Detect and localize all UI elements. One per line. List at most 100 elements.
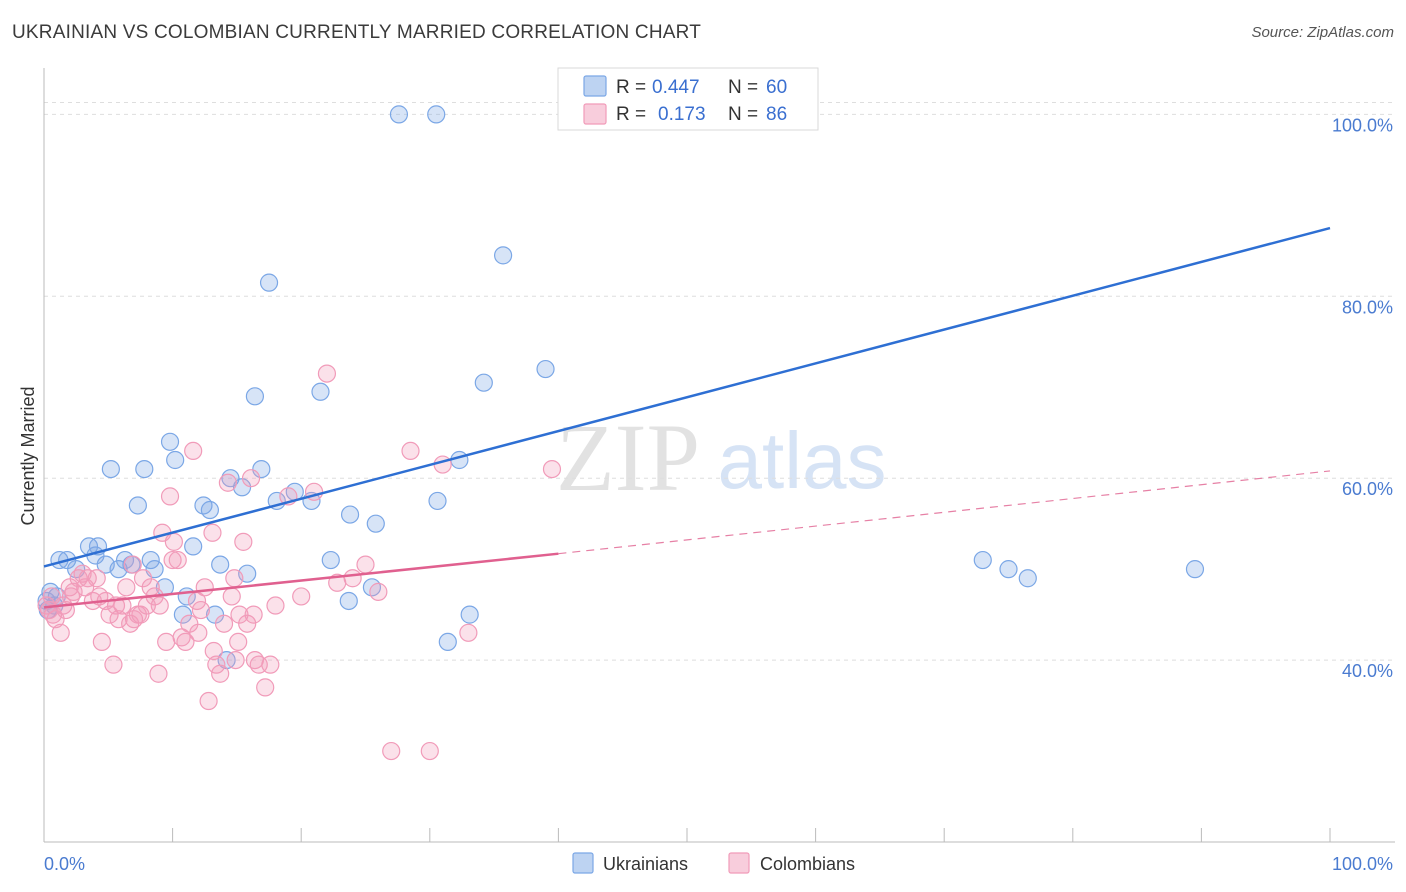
y-tick-label-1: 60.0% — [1342, 479, 1393, 499]
point-colombians-83 — [43, 605, 63, 624]
point-colombians-29 — [157, 632, 176, 652]
point-colombians-55 — [261, 655, 280, 674]
x-tick-label-max: 100.0% — [1332, 854, 1393, 874]
point-colombians-38 — [191, 600, 210, 620]
point-colombians-78 — [244, 605, 263, 624]
point-colombians-49 — [234, 532, 253, 551]
point-ukrainians-23 — [184, 537, 203, 556]
point-ukrainians-51 — [494, 246, 513, 265]
point-colombians-71 — [131, 605, 150, 624]
point-colombians-77 — [229, 632, 248, 652]
point-colombians-64 — [433, 455, 452, 474]
trend-line-dashed-colombians — [558, 470, 1331, 555]
point-colombians-45 — [218, 473, 237, 492]
point-ukrainians-50 — [474, 373, 493, 392]
point-colombians-32 — [168, 550, 187, 570]
legend-n-label-colombians: N = — [728, 104, 758, 125]
point-colombians-72 — [150, 596, 169, 615]
point-colombians-70 — [123, 555, 142, 574]
bottom-legend-label-ukrainians: Ukrainians — [603, 854, 688, 874]
point-ukrainians-33 — [252, 459, 271, 479]
watermark-atlas: atlas — [718, 416, 887, 505]
point-colombians-82 — [369, 582, 388, 601]
point-colombians-80 — [292, 587, 311, 606]
legend-r-value-ukrainians: 0.447 — [652, 77, 700, 98]
point-colombians-62 — [401, 441, 420, 461]
point-colombians-61 — [382, 741, 401, 761]
trend-lines — [43, 226, 1331, 609]
point-ukrainians-55 — [1018, 569, 1037, 588]
bottom-legend-swatch-colombians — [728, 852, 750, 874]
watermark-zip: ZIP — [556, 404, 700, 511]
trend-line-ukrainians — [43, 226, 1331, 568]
x-tick-labels: 0.0% 100.0% — [44, 854, 1393, 874]
point-ukrainians-52 — [536, 359, 555, 379]
point-ukrainians-45 — [427, 105, 446, 124]
y-tick-label-3: 100.0% — [1332, 115, 1393, 135]
point-ukrainians-10 — [101, 459, 120, 479]
point-colombians-50 — [238, 614, 257, 633]
point-colombians-48 — [230, 605, 249, 624]
point-ukrainians-14 — [128, 496, 147, 515]
point-ukrainians-53 — [973, 550, 992, 570]
point-ukrainians-49 — [460, 605, 479, 624]
y-tick-label-0: 40.0% — [1342, 661, 1393, 681]
point-colombians-68 — [76, 578, 95, 597]
point-ukrainians-47 — [438, 632, 457, 652]
point-colombians-60 — [356, 555, 375, 574]
point-ukrainians-25 — [200, 500, 219, 520]
point-ukrainians-56 — [1185, 560, 1205, 579]
point-colombians-79 — [266, 596, 285, 615]
chart-title: UKRAINIAN VS COLOMBIAN CURRENTLY MARRIED… — [12, 22, 702, 43]
point-colombians-47 — [226, 650, 245, 670]
point-colombians-13 — [92, 632, 111, 652]
point-colombians-76 — [225, 569, 244, 588]
chart-source: Source: ZipAtlas.com — [1251, 24, 1394, 41]
point-colombians-81 — [343, 569, 362, 588]
trend-line-colombians — [43, 552, 559, 609]
point-ukrainians-16 — [141, 550, 160, 570]
y-axis-label: Currently Married — [18, 386, 38, 525]
point-colombians-43 — [211, 664, 230, 683]
point-colombians-15 — [100, 605, 119, 624]
legend-n-value-ukrainians: 60 — [766, 77, 787, 98]
point-colombians-66 — [542, 459, 562, 479]
point-colombians-42 — [207, 655, 226, 674]
legend-n-label-ukrainians: N = — [728, 77, 758, 98]
point-ukrainians-27 — [211, 555, 230, 574]
point-colombians-44 — [214, 614, 234, 633]
bottom-legend-swatch-ukrainians — [572, 852, 594, 874]
point-colombians-74 — [189, 623, 208, 642]
data-points — [37, 105, 1205, 761]
point-ukrainians-39 — [321, 550, 340, 570]
point-colombians-4 — [51, 623, 70, 642]
point-ukrainians-41 — [340, 505, 360, 524]
point-ukrainians-20 — [166, 450, 185, 470]
point-colombians-17 — [109, 610, 128, 629]
legend: R = 0.447 N = 60 R = 0.173 N = 86 — [557, 67, 819, 131]
point-colombians-46 — [222, 587, 241, 606]
point-colombians-18 — [113, 596, 132, 615]
point-colombians-65 — [459, 623, 478, 642]
legend-swatch-ukrainians — [583, 75, 607, 97]
legend-r-label-colombians: R = — [616, 104, 646, 125]
point-colombians-19 — [117, 578, 136, 597]
point-colombians-58 — [317, 364, 337, 383]
point-colombians-30 — [160, 487, 180, 506]
point-ukrainians-38 — [311, 382, 330, 401]
point-colombians-31 — [164, 532, 183, 551]
bottom-legend: Ukrainians Colombians — [572, 852, 855, 874]
point-colombians-41 — [203, 523, 222, 542]
point-ukrainians-19 — [160, 432, 180, 451]
point-colombians-84 — [61, 587, 81, 606]
y-tick-labels: 40.0% 60.0% 80.0% 100.0% — [1332, 115, 1393, 681]
y-tick-label-2: 80.0% — [1342, 297, 1393, 317]
axes — [43, 68, 1395, 843]
point-ukrainians-43 — [366, 514, 385, 533]
point-colombians-40 — [199, 691, 218, 711]
point-colombians-23 — [133, 569, 153, 588]
point-colombians-75 — [204, 641, 223, 661]
point-ukrainians-34 — [259, 273, 279, 292]
point-colombians-39 — [195, 578, 214, 597]
